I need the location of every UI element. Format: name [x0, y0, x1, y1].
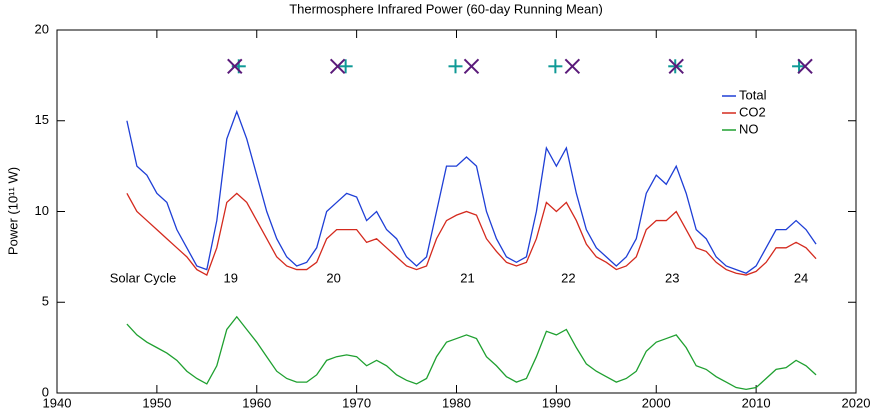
y-tick-label: 20 — [35, 21, 49, 36]
y-tick-label: 15 — [35, 112, 49, 127]
data-line — [126, 315, 817, 391]
x-tick-label: 1940 — [43, 395, 72, 410]
legend-label: CO2 — [739, 104, 766, 119]
chart-title: Thermosphere Infrared Power (60-day Runn… — [289, 1, 603, 16]
marker — [448, 59, 463, 74]
marker-stroke — [329, 58, 346, 75]
marker — [329, 58, 346, 75]
y-tick-label: 10 — [35, 203, 49, 218]
x-tick-label: 1990 — [542, 395, 571, 410]
marker-stroke — [668, 58, 684, 75]
y-tick-label: 5 — [42, 294, 49, 309]
cycle-label: 21 — [460, 270, 474, 285]
marker — [668, 58, 684, 75]
x-tick-label: 1970 — [342, 395, 371, 410]
marker — [463, 58, 480, 75]
y-tick-label: 0 — [42, 384, 49, 399]
x-tick-label: 2010 — [742, 395, 771, 410]
x-tick-label: 2000 — [642, 395, 671, 410]
cycle-label: 23 — [665, 270, 679, 285]
legend-label: NO — [739, 121, 759, 136]
marker-stroke — [463, 58, 480, 75]
cycle-label: 22 — [561, 270, 575, 285]
data-line — [126, 109, 817, 274]
marker — [227, 58, 243, 75]
cycle-title: Solar Cycle — [110, 270, 176, 285]
x-tick-label: 1950 — [142, 395, 171, 410]
marker — [548, 59, 563, 74]
marker-stroke — [227, 58, 243, 75]
marker-stroke — [797, 58, 813, 75]
y-axis-label: Power (10¹¹ W) — [5, 167, 20, 255]
x-tick-label: 2020 — [842, 395, 871, 410]
marker — [564, 58, 581, 75]
x-tick-label: 1980 — [442, 395, 471, 410]
cycle-label: 24 — [794, 270, 808, 285]
x-tick-label: 1960 — [242, 395, 271, 410]
cycle-label: 20 — [326, 270, 340, 285]
data-line — [126, 192, 817, 276]
marker-stroke — [564, 58, 581, 75]
marker — [797, 58, 813, 75]
marker — [338, 59, 353, 74]
cycle-label: 19 — [224, 270, 238, 285]
legend-label: Total — [739, 87, 767, 102]
